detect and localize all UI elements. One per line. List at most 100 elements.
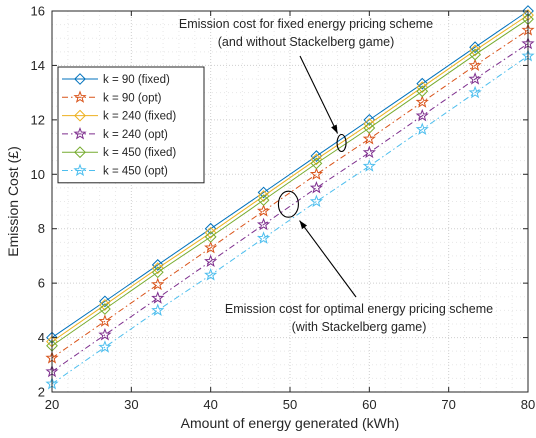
data-point-marker xyxy=(362,131,376,145)
data-point-marker xyxy=(416,85,429,98)
data-point-marker xyxy=(310,150,323,162)
y-tick-label: 8 xyxy=(38,221,45,236)
data-point-marker xyxy=(98,327,112,341)
data-point-marker xyxy=(363,118,376,130)
data-point-marker xyxy=(99,295,111,308)
data-point-marker xyxy=(415,122,429,135)
legend-entry: k = 90 (opt) xyxy=(62,90,162,104)
legend-label: k = 240 (fixed) xyxy=(103,111,176,123)
data-point-marker xyxy=(151,277,165,291)
legend-marker xyxy=(73,90,87,103)
data-point-marker xyxy=(151,262,164,275)
series-line xyxy=(51,55,529,385)
legend-label: k = 450 (opt) xyxy=(103,166,168,178)
y-tick-label: 12 xyxy=(31,112,45,127)
data-point-marker xyxy=(363,113,376,126)
legend-marker xyxy=(74,109,86,122)
data-point-marker xyxy=(415,95,429,108)
data-point-marker xyxy=(151,266,164,279)
legend-entry: k = 450 (opt) xyxy=(62,163,168,178)
data-point-marker xyxy=(204,222,217,235)
legend-box xyxy=(57,66,205,184)
x-tick-label: 20 xyxy=(45,397,59,412)
annotation-text: (and without Stackelberg game) xyxy=(218,35,394,49)
annotation-text: (with Stackelberg game) xyxy=(292,320,427,334)
arrow-head xyxy=(299,220,308,230)
legend-label: k = 90 (opt) xyxy=(103,92,162,104)
y-axis-label: Emission Cost (£) xyxy=(5,146,21,256)
data-point-marker xyxy=(415,108,429,122)
x-axis-label: Amount of energy generated (kWh) xyxy=(181,415,400,431)
data-point-marker xyxy=(363,122,376,134)
series-line xyxy=(51,18,529,347)
legend-entry: k = 450 (fixed) xyxy=(62,146,176,159)
y-tick-label: 14 xyxy=(31,58,45,73)
annotation-fixed-pricing: Emission cost for fixed energy pricing s… xyxy=(179,17,433,153)
series-1 xyxy=(46,5,534,344)
series-line xyxy=(51,10,529,338)
legend-entry: k = 240 (opt) xyxy=(62,126,168,141)
annotation-optimal-pricing: Emission cost for optimal energy pricing… xyxy=(225,190,493,334)
data-point-marker xyxy=(256,204,271,217)
annotation-arrow xyxy=(299,55,339,134)
data-point-marker xyxy=(362,159,376,172)
legend: k = 90 (fixed) k = 90 (opt) k = 240 (fixed… xyxy=(57,66,205,184)
annotation-text: Emission cost for optimal energy pricing… xyxy=(225,302,493,316)
legend-marker xyxy=(74,146,86,159)
data-point-marker xyxy=(416,81,429,94)
data-point-marker xyxy=(416,77,429,90)
series-2 xyxy=(45,23,535,364)
data-point-marker xyxy=(99,299,111,311)
data-point-marker xyxy=(469,48,481,61)
legend-label: k = 240 (opt) xyxy=(103,129,168,141)
x-tick-label: 70 xyxy=(441,397,455,412)
data-point-marker xyxy=(151,259,164,271)
x-tick-label: 40 xyxy=(203,397,217,412)
series-5 xyxy=(46,13,534,352)
legend-entry: k = 90 (fixed) xyxy=(62,73,170,86)
data-point-marker xyxy=(98,340,112,353)
legend-marker xyxy=(74,73,86,85)
data-point-marker xyxy=(204,268,218,281)
highlight-ellipse xyxy=(277,190,299,218)
y-tick-label: 10 xyxy=(31,167,45,182)
y-tick-label: 16 xyxy=(31,4,45,19)
highlight-ellipse xyxy=(336,133,347,153)
data-point-marker xyxy=(257,194,270,207)
y-tick-label: 4 xyxy=(38,330,45,345)
legend-marker xyxy=(73,163,87,177)
data-point-marker xyxy=(257,186,270,199)
x-tick-label: 60 xyxy=(362,397,376,412)
data-point-marker xyxy=(256,231,271,244)
axis-ticks: 20 30 40 50 60 70 80 2 4 6 8 10 12 14 16 xyxy=(31,4,536,413)
series-layer xyxy=(45,5,535,390)
data-point-marker xyxy=(204,226,217,239)
y-tick-label: 6 xyxy=(38,276,45,291)
data-point-marker xyxy=(468,85,482,99)
annotations: Emission cost for fixed energy pricing s… xyxy=(179,17,493,334)
data-point-marker xyxy=(309,180,324,194)
data-point-marker xyxy=(204,254,218,267)
annotation-arrow xyxy=(299,220,357,298)
data-point-marker xyxy=(309,194,324,208)
data-point-marker xyxy=(309,167,324,180)
data-point-marker xyxy=(151,291,165,304)
series-line xyxy=(51,43,529,373)
annotation-text: Emission cost for fixed energy pricing s… xyxy=(179,17,433,31)
data-point-marker xyxy=(256,217,271,231)
arrow-head xyxy=(331,124,338,134)
legend-marker xyxy=(73,126,87,140)
x-tick-label: 30 xyxy=(124,397,138,412)
y-tick-label: 2 xyxy=(38,385,45,400)
data-point-marker xyxy=(469,41,481,54)
data-point-marker xyxy=(310,153,323,166)
data-point-marker xyxy=(204,240,218,254)
data-point-marker xyxy=(151,303,165,316)
data-point-marker xyxy=(362,145,376,159)
legend-label: k = 450 (fixed) xyxy=(103,147,176,159)
data-point-marker xyxy=(99,303,111,315)
x-tick-label: 50 xyxy=(283,397,297,412)
series-line xyxy=(51,14,529,343)
legend-label: k = 90 (fixed) xyxy=(103,74,170,86)
